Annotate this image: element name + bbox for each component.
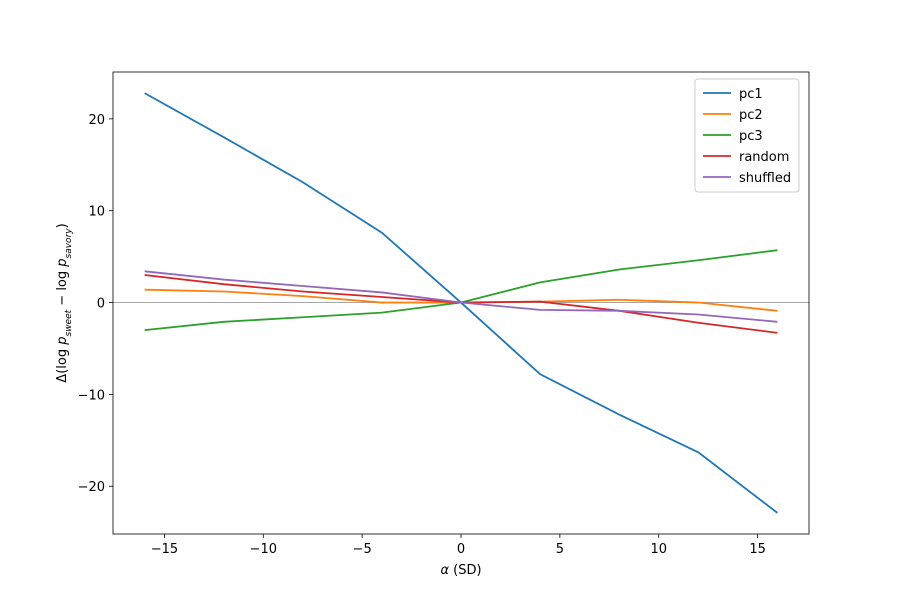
y-label-part: )	[55, 223, 70, 228]
y-label-part: sweet	[64, 309, 74, 336]
y-tick-label: 20	[88, 113, 105, 128]
legend-label: pc2	[739, 108, 763, 123]
y-axis-label: Δ(log psweet − log psavory)	[55, 223, 74, 382]
x-axis-label: α (SD)	[440, 563, 481, 578]
x-tick-label: −10	[250, 542, 277, 557]
x-tick-label: 15	[749, 542, 766, 557]
y-label-part: − log	[55, 267, 70, 310]
x-label-part: α	[440, 563, 449, 578]
x-tick-label: 5	[556, 542, 564, 557]
legend-label: random	[739, 150, 789, 165]
x-tick-label: −15	[151, 542, 178, 557]
y-label-part: p	[55, 337, 70, 346]
plot-frame	[112, 71, 810, 535]
x-tick-label: 10	[650, 542, 667, 557]
x-tick-label: −5	[353, 542, 372, 557]
legend-box	[694, 78, 800, 193]
y-tick-label: −20	[78, 480, 105, 495]
x-label-part: (SD)	[449, 563, 482, 578]
y-tick-label: −10	[78, 388, 105, 403]
y-label-part: Δ(log	[55, 345, 70, 383]
legend-label: shuffled	[739, 171, 791, 186]
legend-label: pc1	[739, 87, 763, 102]
y-label-part: p	[55, 258, 70, 267]
y-label-part: savory	[64, 228, 74, 259]
x-tick-label: 0	[457, 542, 465, 557]
y-tick-label: 0	[97, 297, 105, 312]
y-tick-label: 10	[88, 205, 105, 220]
legend-label: pc3	[739, 129, 763, 144]
series-line	[144, 270, 778, 323]
